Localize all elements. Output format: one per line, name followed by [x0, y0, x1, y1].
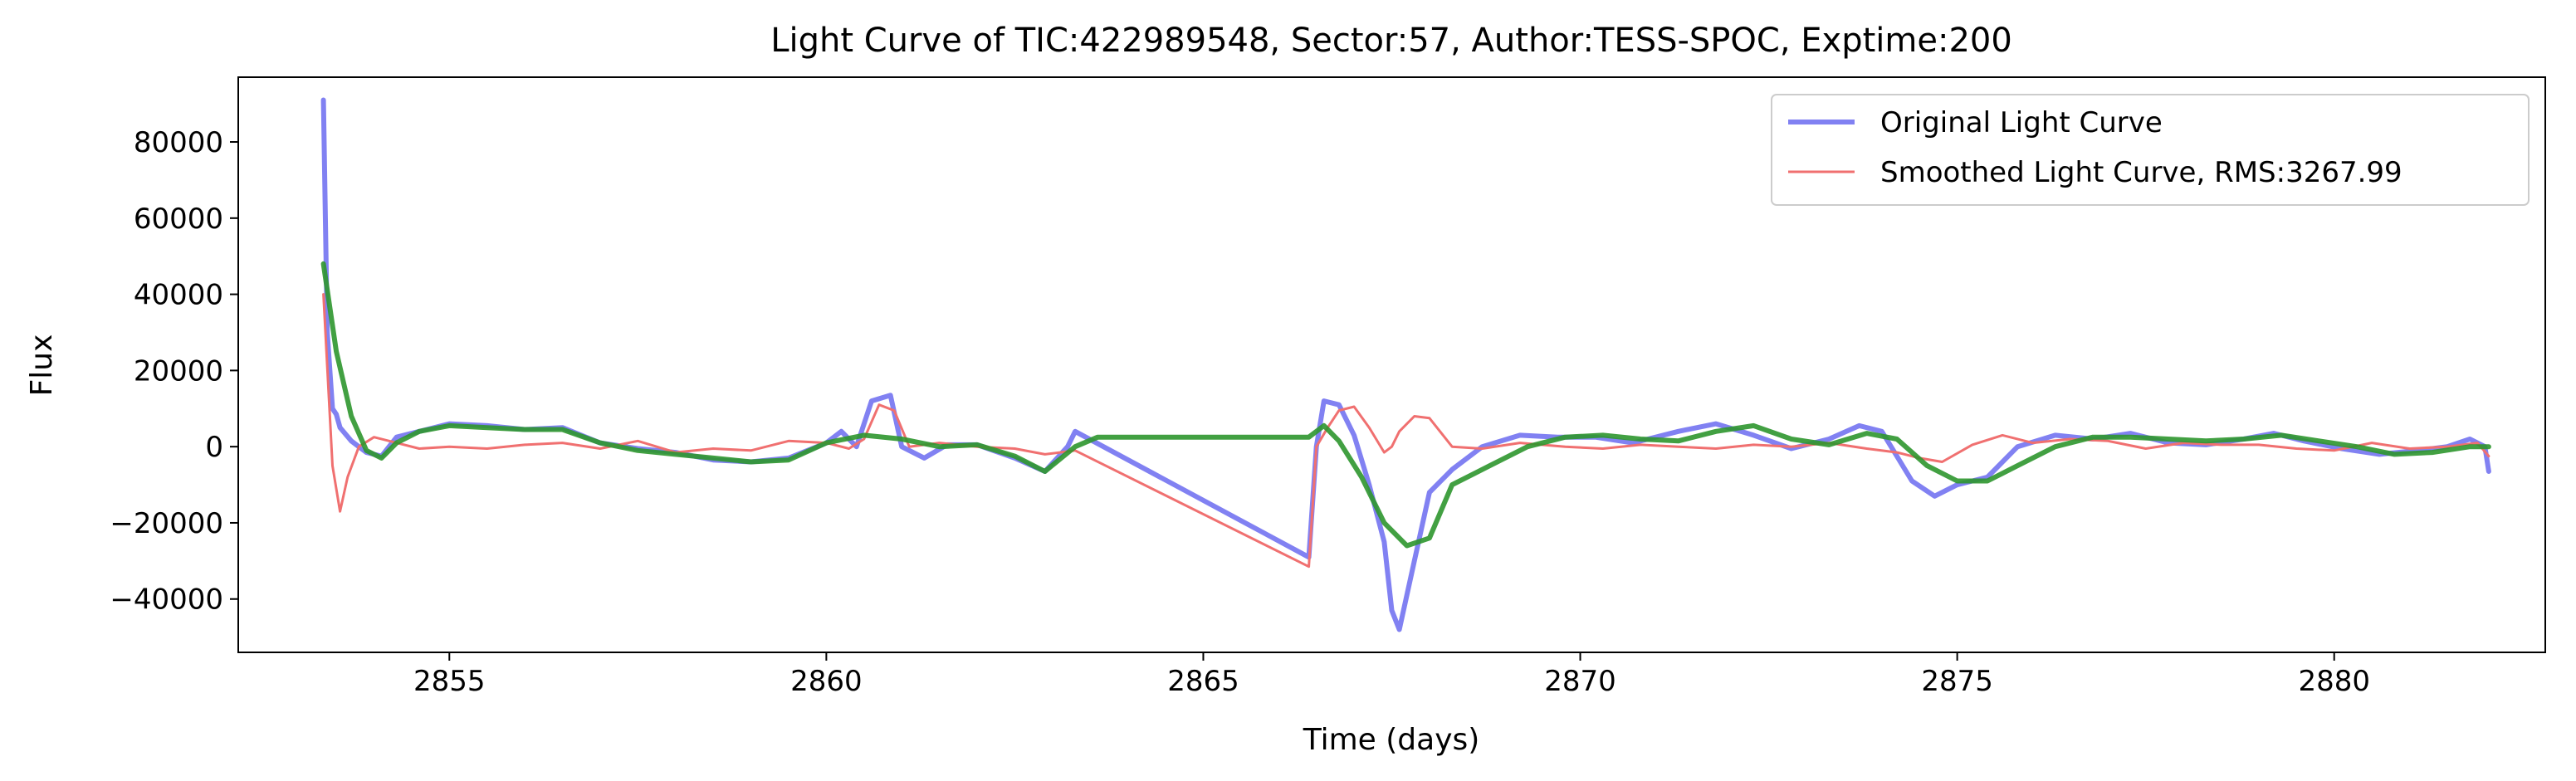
y-tick-label: −20000 [110, 507, 223, 540]
x-tick-label: 2870 [1544, 665, 1616, 698]
y-axis-label: Flux [25, 334, 59, 397]
y-tick-label: 40000 [134, 279, 223, 312]
x-tick-label: 2860 [790, 665, 863, 698]
legend-label-smoothed: Smoothed Light Curve, RMS:3267.99 [1880, 156, 2402, 189]
legend: Original Light Curve Smoothed Light Curv… [1771, 94, 2530, 206]
x-tick-label: 2875 [1921, 665, 1993, 698]
y-tick-label: −40000 [110, 583, 223, 617]
x-axis-label: Time (days) [1303, 723, 1480, 757]
y-axis-ticks: −40000 −20000 0 20000 40000 60000 80000 [110, 126, 238, 617]
y-tick-label: 80000 [134, 126, 223, 159]
x-tick-label: 2880 [2298, 665, 2370, 698]
series-layer [320, 97, 2491, 632]
chart-title: Light Curve of TIC:422989548, Sector:57,… [770, 22, 2012, 60]
y-tick-label: 20000 [134, 354, 223, 388]
y-tick-label: 0 [205, 431, 223, 464]
legend-box [1771, 94, 2530, 206]
smoothed-fit-line [320, 261, 2491, 549]
x-tick-label: 2855 [413, 665, 486, 698]
x-tick-label: 2865 [1167, 665, 1239, 698]
y-tick-label: 60000 [134, 203, 223, 236]
plot-frame [237, 76, 2546, 653]
x-axis-ticks: 2855 2860 2865 2870 2875 2880 [413, 652, 2370, 698]
legend-label-original: Original Light Curve [1880, 106, 2163, 139]
